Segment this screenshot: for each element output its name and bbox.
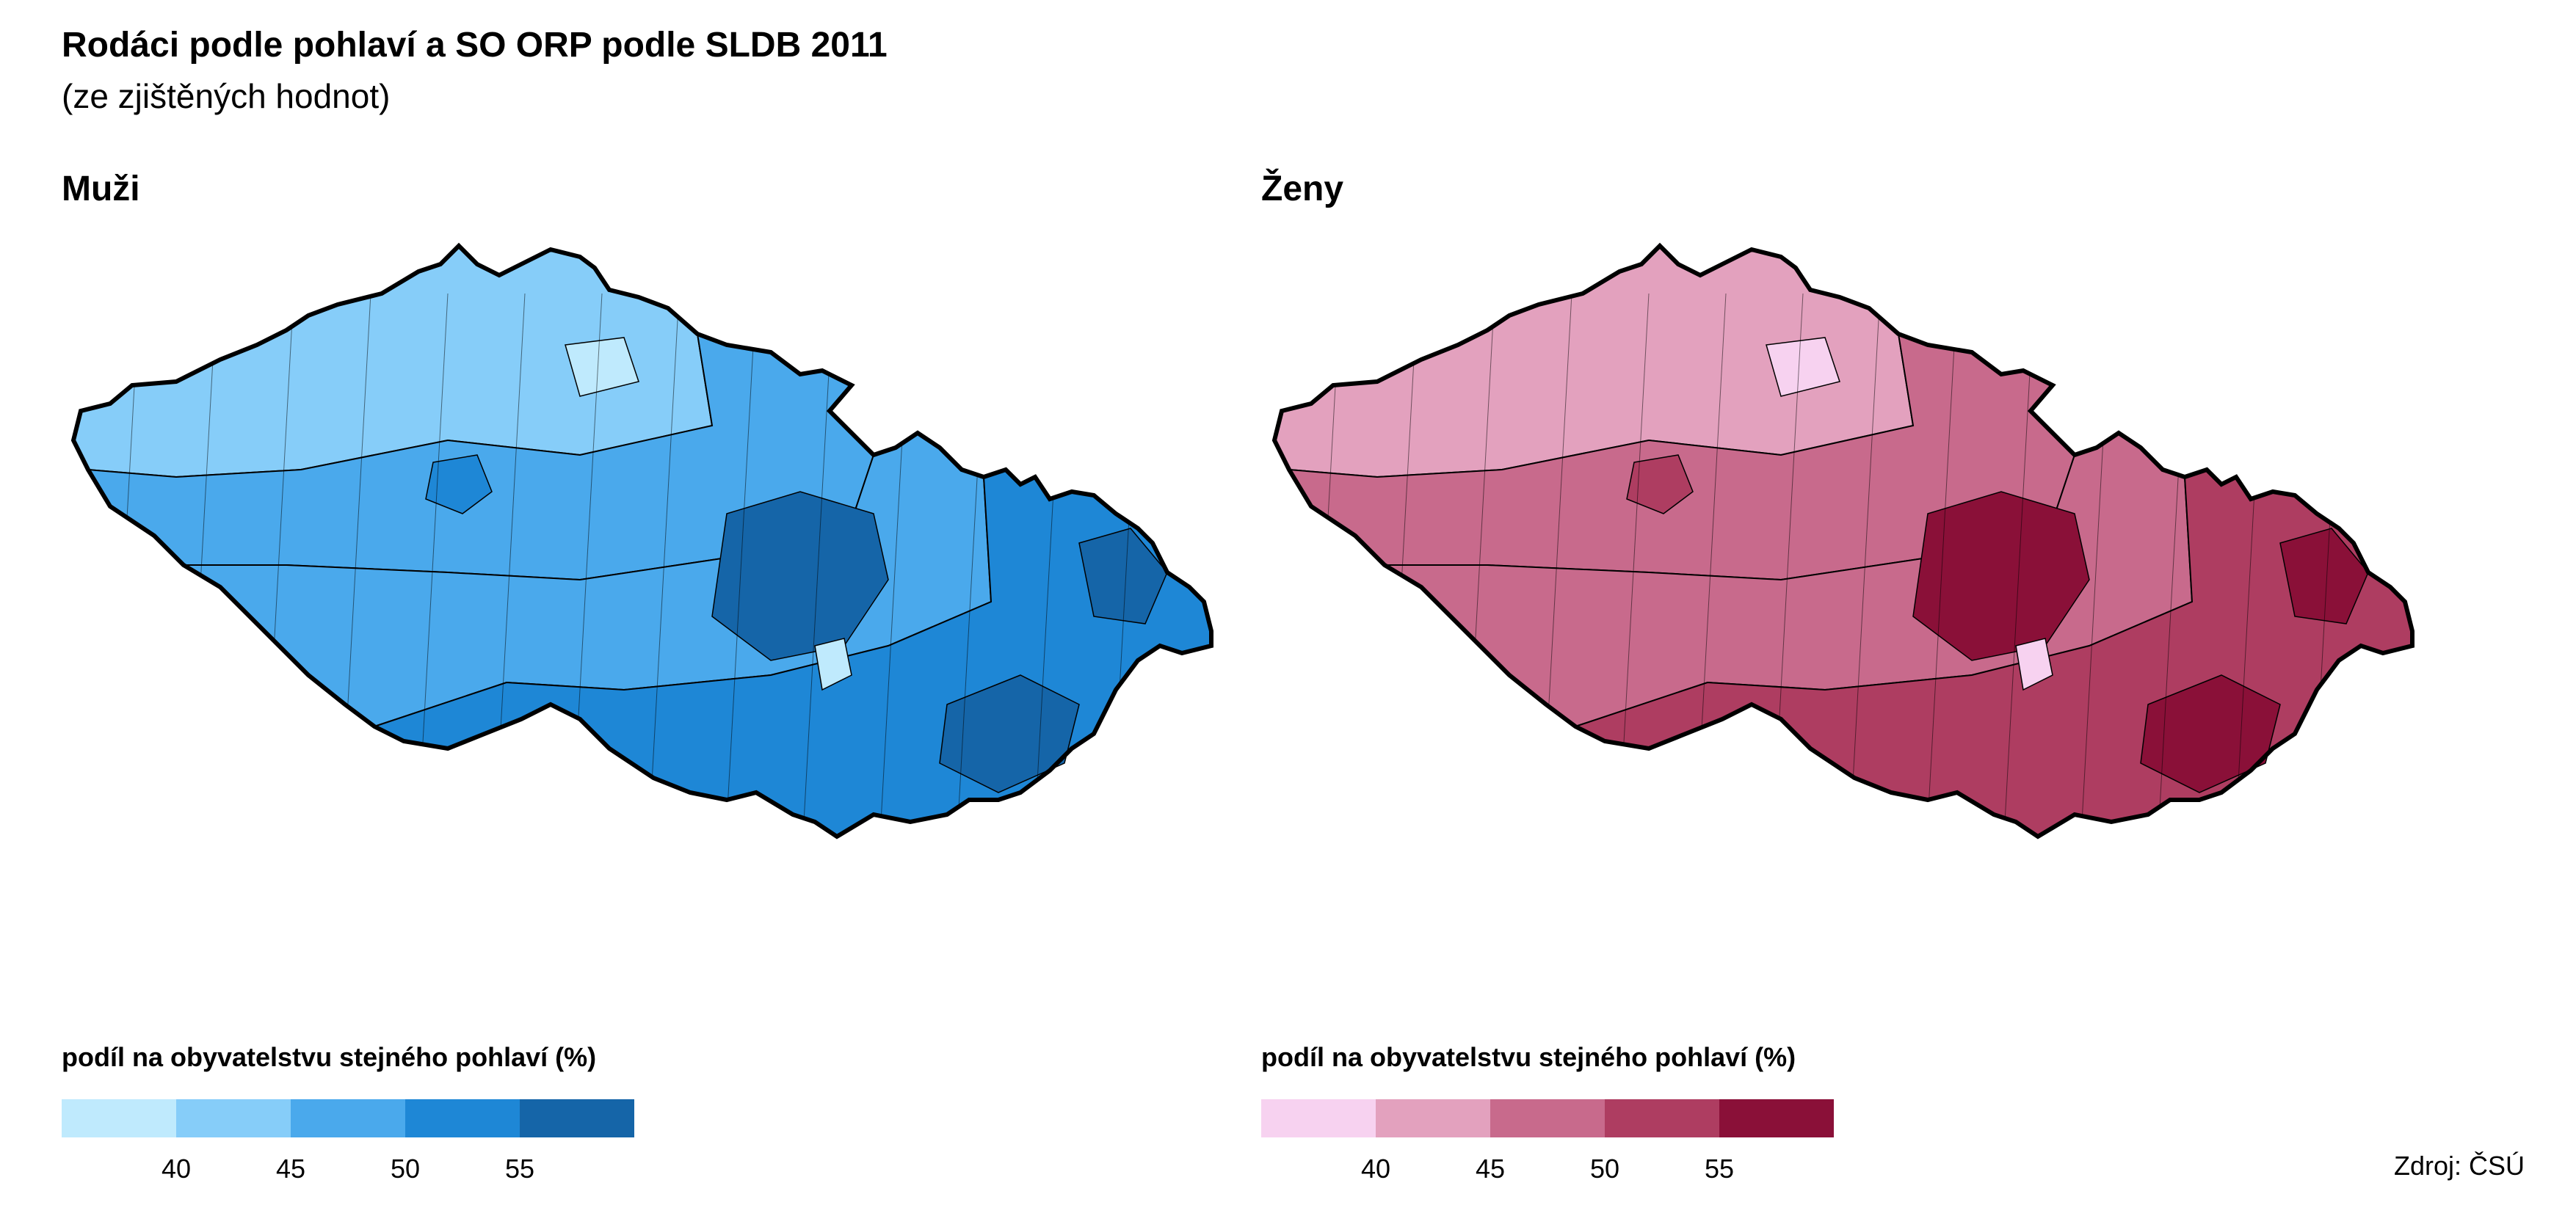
men-district-4: [814, 638, 852, 691]
men-district-border: [649, 293, 680, 823]
men-legend-swatch-2: [291, 1099, 405, 1137]
panel-title-women: Ženy: [1261, 170, 1344, 208]
women-district-border: [1310, 293, 1341, 823]
women-district-4: [2015, 638, 2053, 691]
men-district-border: [726, 293, 757, 823]
chart-subtitle: (ze zjištěných hodnot): [62, 77, 391, 115]
men-district-1: [939, 674, 1080, 793]
legend-men: [62, 1099, 634, 1137]
map-women: [1271, 242, 2414, 839]
women-legend-tick: 45: [1475, 1154, 1506, 1184]
women-legend-tick: 50: [1589, 1154, 1620, 1184]
women-district-border: [1850, 293, 1881, 823]
women-district-0: [1912, 491, 2090, 661]
map-men: [70, 242, 1213, 839]
women-country-border: [1271, 242, 2414, 839]
men-legend-swatch-3: [405, 1099, 520, 1137]
men-legend-swatch-1: [176, 1099, 291, 1137]
legend-title-men: podíl na obyvatelstvu stejného pohlaví (…: [62, 1042, 597, 1072]
source-note: Zdroj: ČSÚ: [2393, 1151, 2525, 1181]
women-district-1: [2140, 674, 2281, 793]
men-district-border: [109, 293, 140, 823]
men-district-border: [803, 293, 834, 823]
chart-title: Rodáci podle pohlaví a SO ORP podle SLDB…: [62, 26, 888, 65]
women-district-border: [2004, 293, 2035, 823]
legend-women: [1261, 1099, 1834, 1137]
men-district-5: [565, 337, 639, 397]
women-legend-tick: 40: [1360, 1154, 1391, 1184]
men-legend-tick: 40: [161, 1154, 192, 1184]
women-legend-tick: 55: [1704, 1154, 1735, 1184]
men-legend-tick: 55: [504, 1154, 535, 1184]
legend-title-women: podíl na obyvatelstvu stejného pohlaví (…: [1261, 1042, 1796, 1072]
men-legend-swatch-0: [62, 1099, 176, 1137]
women-district-border: [1927, 293, 1958, 823]
women-legend-swatch-1: [1376, 1099, 1490, 1137]
women-legend-swatch-2: [1490, 1099, 1605, 1137]
men-legend-tick: 50: [390, 1154, 421, 1184]
men-district-2: [1078, 528, 1168, 624]
women-district-2: [2279, 528, 2369, 624]
women-district-5: [1766, 337, 1840, 397]
men-district-3: [425, 454, 493, 514]
women-legend-swatch-4: [1719, 1099, 1834, 1137]
women-legend-swatch-0: [1261, 1099, 1376, 1137]
men-country-border: [70, 242, 1213, 839]
panel-title-men: Muži: [62, 170, 140, 208]
men-district-0: [711, 491, 889, 661]
women-legend-swatch-3: [1605, 1099, 1719, 1137]
women-district-3: [1626, 454, 1694, 514]
men-district-border: [418, 293, 449, 823]
women-district-border: [1619, 293, 1650, 823]
men-legend-swatch-4: [520, 1099, 634, 1137]
men-legend-tick: 45: [275, 1154, 306, 1184]
